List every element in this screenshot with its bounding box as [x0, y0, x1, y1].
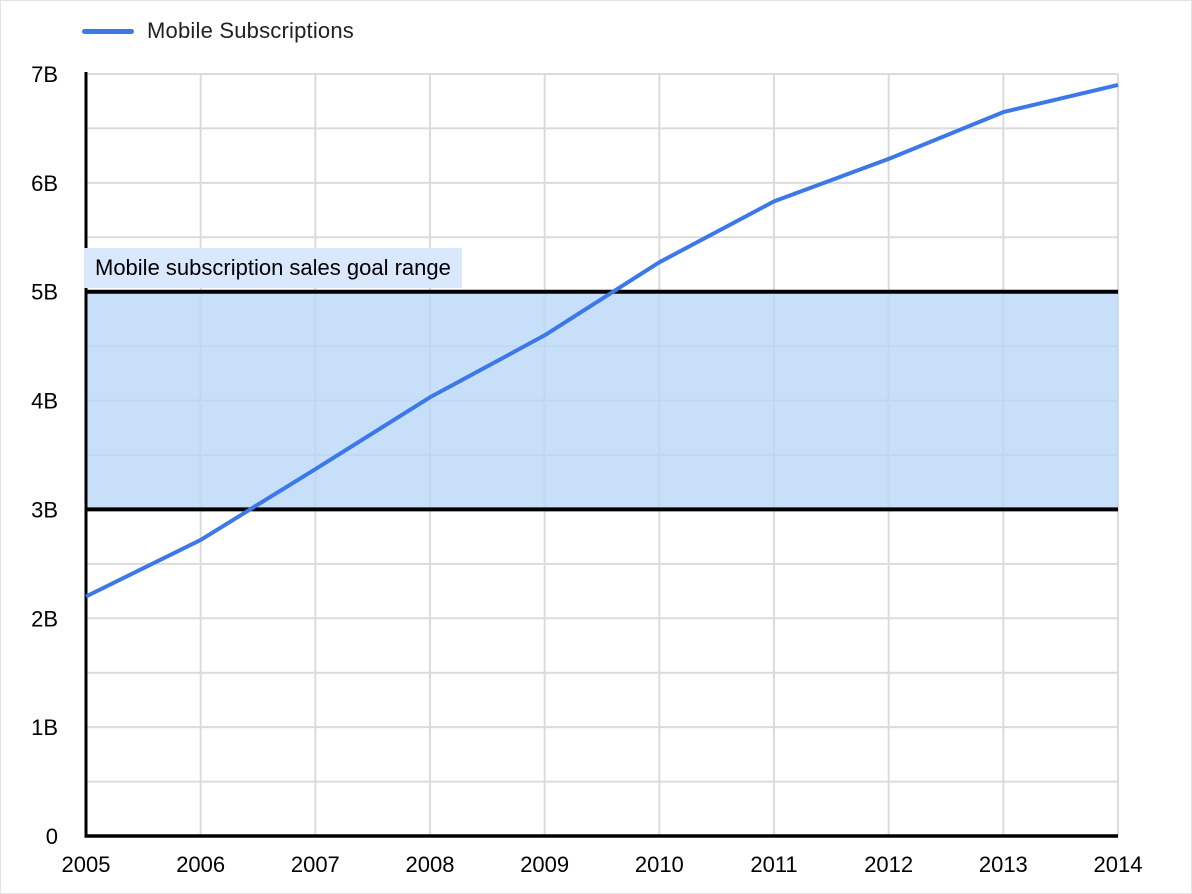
goal-band-fill [86, 291, 1118, 510]
y-tick-label: 0 [46, 824, 58, 849]
y-tick-label: 2B [31, 606, 58, 631]
x-tick-label: 2009 [520, 852, 569, 877]
x-tick-label: 2013 [979, 852, 1028, 877]
y-tick-label: 7B [31, 62, 58, 87]
y-tick-label: 4B [31, 389, 58, 414]
x-tick-label: 2010 [635, 852, 684, 877]
legend-line-swatch [82, 28, 134, 34]
x-tick-label: 2007 [291, 852, 340, 877]
x-tick-label: 2006 [176, 852, 225, 877]
goal-range-annotation-label: Mobile subscription sales goal range [84, 248, 462, 288]
x-tick-label: 2008 [406, 852, 455, 877]
legend-series-label: Mobile Subscriptions [147, 18, 354, 43]
chart-legend: Mobile Subscriptions [82, 17, 354, 45]
x-tick-label: 2012 [864, 852, 913, 877]
x-tick-label: 2005 [62, 852, 111, 877]
y-tick-label: 6B [31, 171, 58, 196]
y-tick-label: 3B [31, 497, 58, 522]
subscriptions-line[interactable] [85, 82, 1119, 599]
x-tick-label: 2014 [1094, 852, 1143, 877]
x-tick-label: 2011 [750, 852, 797, 877]
y-tick-label: 1B [31, 715, 58, 740]
y-tick-label: 5B [31, 280, 58, 305]
